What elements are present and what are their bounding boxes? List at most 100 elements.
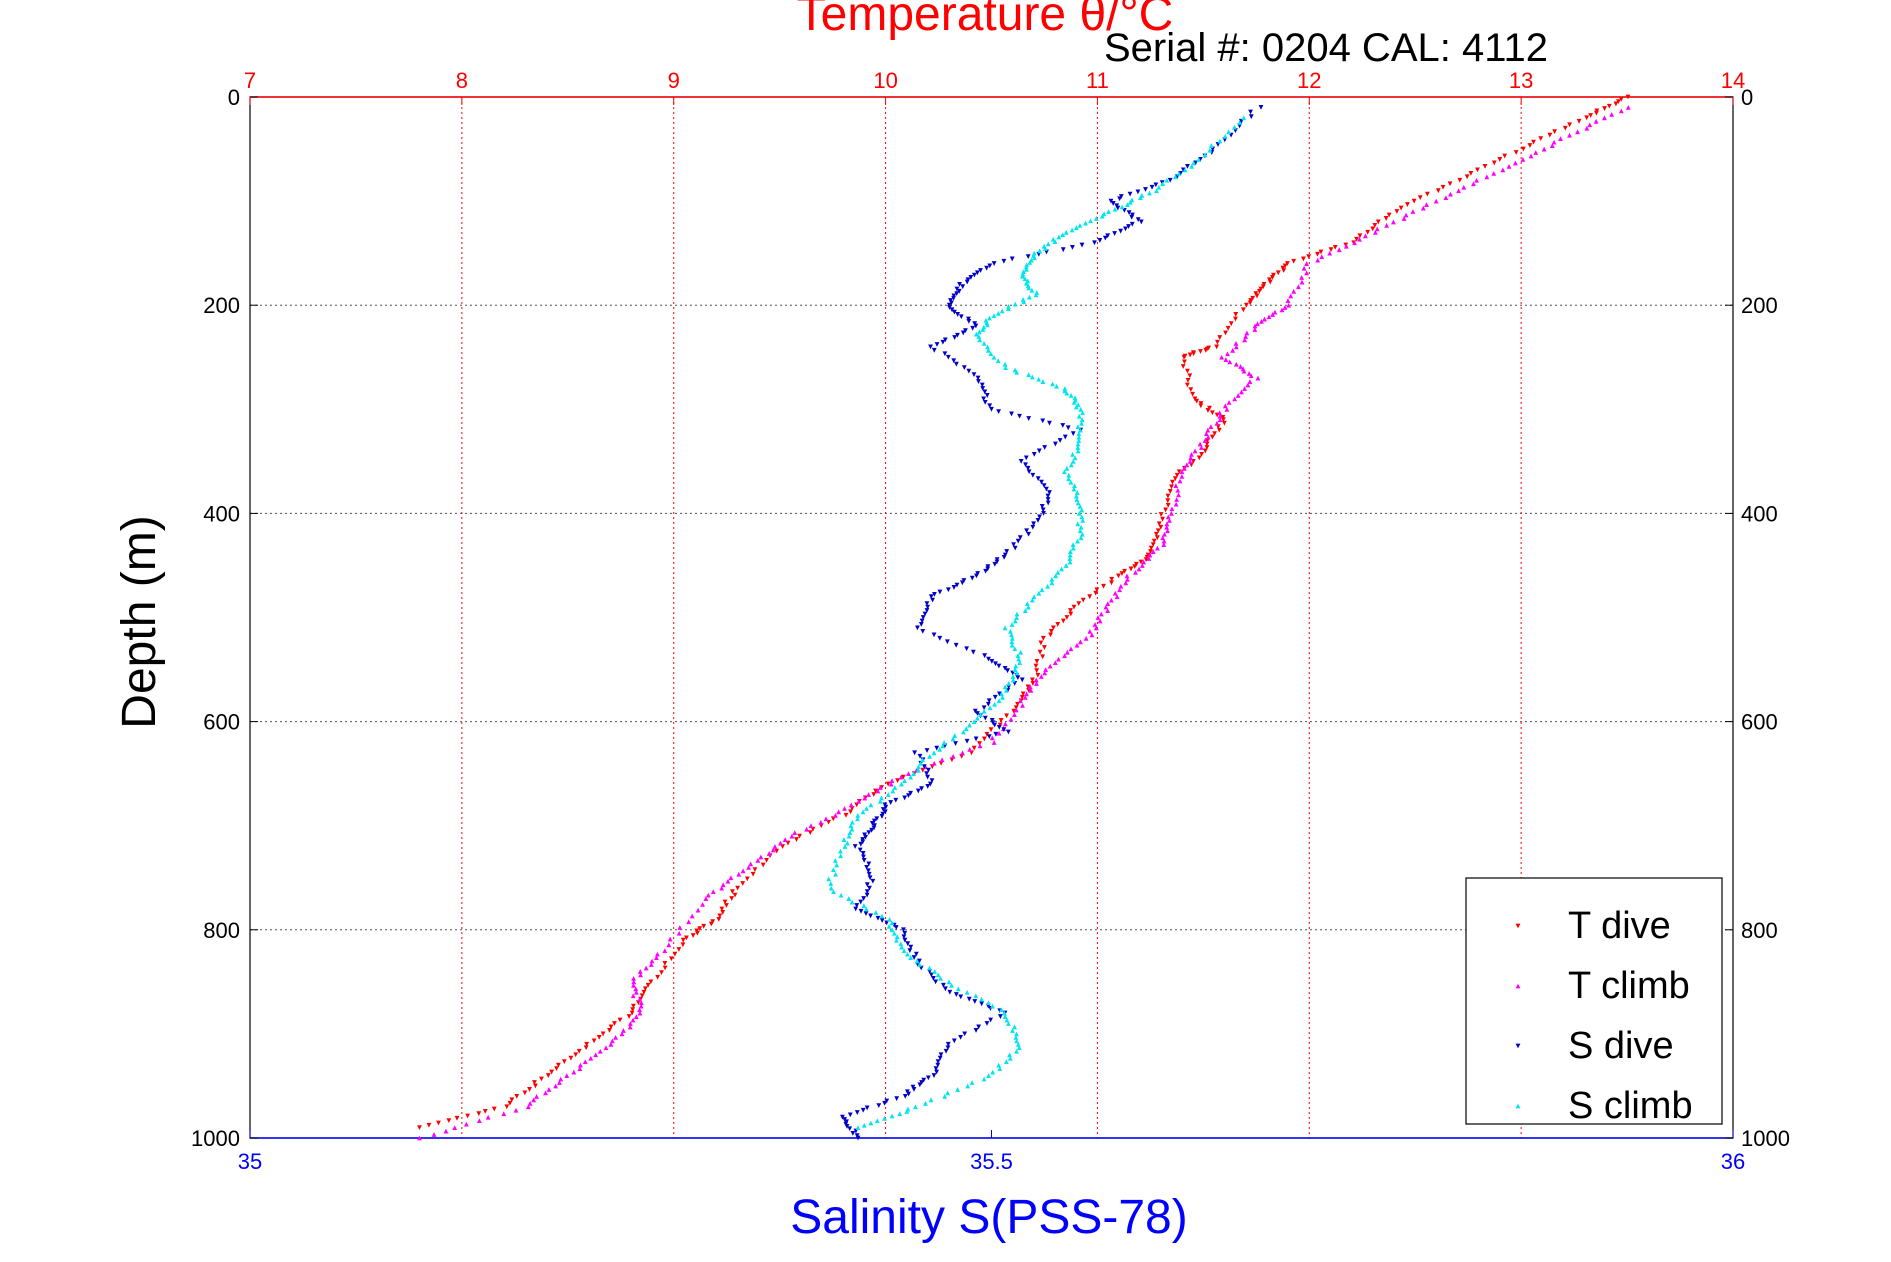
s-climb-point [849, 899, 855, 905]
s-dive-point [1017, 535, 1023, 541]
t-dive-point [465, 1113, 471, 1119]
t-dive-point [491, 1106, 497, 1112]
s-dive-point [867, 885, 872, 891]
s-dive-point [930, 597, 935, 603]
s-climb-point [1073, 404, 1079, 410]
t-dive-point [1618, 96, 1624, 102]
s-dive-point [980, 386, 986, 391]
t-climb-point [1098, 611, 1104, 617]
t-climb-point [736, 871, 742, 877]
t-climb-point [977, 743, 983, 749]
t-climb-point [1567, 132, 1572, 138]
t-climb-point [637, 1010, 643, 1016]
t-climb-point [1167, 517, 1172, 523]
t-climb-point [1181, 465, 1187, 471]
s-dive-point [860, 1107, 866, 1113]
t-dive-point [1109, 580, 1114, 586]
s-climb-point [964, 989, 970, 995]
s-climb-point [1075, 445, 1081, 450]
t-climb-point [1118, 583, 1124, 589]
s-climb-point [1026, 372, 1032, 377]
s-dive-point [989, 406, 994, 412]
s-climb-point [904, 1108, 910, 1114]
s-climb-point [1078, 406, 1084, 412]
t-dive-point [556, 1062, 561, 1068]
s-dive-point [1030, 524, 1036, 530]
t-climb-point [1245, 382, 1251, 388]
s-climb-point [1027, 260, 1033, 265]
t-dive-point [1020, 691, 1026, 697]
t-dive-point [1491, 160, 1497, 166]
y-tick-label-right: 600 [1741, 710, 1778, 735]
s-dive-point [915, 788, 921, 794]
t-climb-point [1117, 587, 1122, 593]
s-climb-point [991, 354, 997, 360]
t-dive-point [1576, 118, 1582, 124]
t-climb-point [1208, 424, 1214, 430]
s-climb-point [1006, 681, 1012, 686]
s-dive-point [1011, 542, 1016, 548]
s-dive-point [928, 781, 933, 787]
s-climb-point [1002, 1010, 1007, 1016]
t-climb-point [608, 1041, 614, 1047]
s-climb-point [1009, 642, 1015, 648]
s-dive-point [931, 347, 937, 353]
t-dive-point [719, 906, 725, 912]
s-climb-point [908, 774, 914, 780]
s-dive-point [981, 705, 987, 711]
t-climb-point [960, 750, 965, 756]
s-dive-point [1017, 413, 1022, 419]
t-climb-point [755, 858, 761, 863]
t-climb-point [1034, 681, 1039, 686]
t-dive-point [607, 1028, 612, 1033]
t-climb-point [662, 948, 668, 954]
t-dive-point [752, 867, 758, 873]
s-dive-point [1167, 177, 1173, 183]
t-climb-point [1513, 160, 1518, 166]
t-climb-point [1282, 305, 1288, 310]
t-climb-point [577, 1066, 583, 1071]
s-climb-point [1076, 511, 1082, 516]
s-climb-point [942, 1093, 948, 1099]
t-climb-point [1199, 445, 1204, 450]
t-climb-point [1299, 275, 1305, 280]
y-tick-label-right: 200 [1741, 293, 1778, 318]
s-climb-point [973, 993, 979, 999]
s-dive-point [1004, 549, 1010, 554]
t-dive-point [554, 1066, 559, 1071]
t-dive-point [1094, 587, 1100, 593]
t-climb-point [1391, 219, 1396, 225]
t-climb-point [667, 936, 673, 942]
s-climb-point [1077, 427, 1083, 433]
t-climb-point [648, 962, 654, 967]
t-climb-point [792, 830, 798, 836]
s-dive-point [1117, 196, 1123, 202]
t-dive-point [1185, 377, 1191, 383]
legend-marker [1515, 1043, 1521, 1049]
t-dive-point [1196, 455, 1202, 461]
s-dive-point [982, 399, 988, 405]
s-climb-point [855, 812, 861, 818]
t-dive-point [522, 1090, 528, 1096]
s-dive-point [852, 844, 858, 849]
s-dive-point [1079, 242, 1085, 248]
t-climb-point [1078, 639, 1083, 645]
s-dive-point [1009, 256, 1015, 262]
s-dive-point [1035, 476, 1041, 482]
t-dive-point [764, 858, 769, 863]
y-tick-label-right: 800 [1741, 918, 1778, 943]
t-climb-point [1227, 359, 1233, 365]
s-climb-point [834, 862, 840, 868]
s-climb-point [987, 315, 992, 321]
t-climb-point [1043, 667, 1049, 672]
t-dive-point [641, 989, 647, 995]
t-dive-series [417, 94, 1631, 1130]
t-climb-point [485, 1114, 491, 1120]
s-climb-point [1207, 147, 1213, 153]
s-climb-point [1000, 694, 1005, 700]
t-climb-point [1587, 122, 1593, 128]
t-climb-point [630, 1017, 636, 1023]
t-climb-point [1528, 153, 1534, 159]
s-climb-point [844, 840, 850, 846]
bottom-tick-label: 35.5 [970, 1149, 1013, 1174]
